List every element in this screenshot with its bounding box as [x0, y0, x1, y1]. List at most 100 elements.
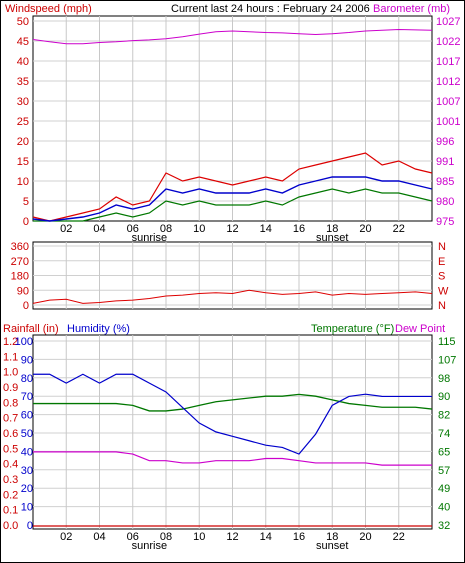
direction-degree-tick-label: 90 — [17, 285, 29, 297]
climate-x-tick-label: 14 — [260, 531, 272, 543]
wind-low-line — [33, 188, 433, 222]
climate-x-tick-label: 08 — [160, 531, 172, 543]
wind-x-tick-label: 16 — [293, 223, 305, 235]
rainfall-tick-label: 0.5 — [3, 443, 18, 455]
climate-x-tick-label: 20 — [359, 531, 371, 543]
rainfall-tick-label: 1.0 — [3, 367, 18, 379]
wind-x-tick-label: 02 — [60, 223, 72, 235]
climate-x-tick-label: 04 — [93, 531, 105, 543]
rainfall-tick-label: 0.6 — [3, 428, 18, 440]
chart-layer: 0510152025303540455097598098599199610011… — [3, 15, 460, 552]
rainfall-tick-label: 1.2 — [3, 336, 18, 348]
barometer-tick-label: 985 — [436, 176, 454, 188]
humidity-tick-label: 80 — [21, 373, 33, 385]
windspeed-tick-label: 15 — [17, 156, 29, 168]
windspeed-tick-label: 20 — [17, 136, 29, 148]
direction-degree-tick-label: 270 — [11, 256, 29, 268]
rainfall-tick-label: 0.8 — [3, 397, 18, 409]
climate-sunrise-label: sunrise — [132, 540, 167, 552]
temperature-tick-label: 90 — [438, 391, 450, 403]
wind-x-tick-label: 14 — [260, 223, 272, 235]
windspeed-axis-label: Windspeed (mph) — [5, 3, 92, 15]
wind-x-tick-label: 08 — [160, 223, 172, 235]
windspeed-tick-label: 50 — [17, 16, 29, 28]
temperature-tick-label: 49 — [438, 483, 450, 495]
temperature-tick-label: 40 — [438, 502, 450, 514]
wind-sunset-label: sunset — [316, 232, 348, 244]
windspeed-tick-label: 5 — [23, 196, 29, 208]
direction-degree-tick-label: 0 — [23, 300, 29, 312]
climate-sunset-label: sunset — [316, 540, 348, 552]
temperature-tick-label: 57 — [438, 465, 450, 477]
wind-x-tick-label: 20 — [359, 223, 371, 235]
barometer-tick-label: 980 — [436, 196, 454, 208]
barometer-tick-label: 1022 — [436, 36, 460, 48]
climate-x-tick-label: 10 — [193, 531, 205, 543]
wind-x-tick-label: 10 — [193, 223, 205, 235]
windspeed-tick-label: 0 — [23, 216, 29, 228]
rainfall-tick-label: 0.7 — [3, 413, 18, 425]
barometer-tick-label: 991 — [436, 156, 454, 168]
temperature-tick-label: 82 — [438, 410, 450, 422]
chart-title: Current last 24 hours : February 24 2006 — [171, 3, 370, 15]
rainfall-tick-label: 0.9 — [3, 382, 18, 394]
barometer-tick-label: 1012 — [436, 76, 460, 88]
humidity-tick-label: 40 — [21, 446, 33, 458]
rainfall-tick-label: 0.4 — [3, 459, 18, 471]
humidity-axis-label: Humidity (%) — [67, 323, 130, 335]
climate-x-tick-label: 16 — [293, 531, 305, 543]
temperature-tick-label: 107 — [438, 354, 456, 366]
temperature-line — [33, 373, 432, 455]
climate-x-tick-label: 22 — [393, 531, 405, 543]
barometer-tick-label: 975 — [436, 216, 454, 228]
temperature-axis-label: Temperature (°F) — [311, 323, 394, 335]
climate-x-tick-label: 12 — [226, 531, 238, 543]
temperature-tick-label: 115 — [438, 336, 456, 348]
windspeed-tick-label: 35 — [17, 76, 29, 88]
dewpoint-axis-label: Dew Point — [395, 323, 445, 335]
wind-average-line — [32, 176, 433, 222]
direction-compass-tick-label: S — [438, 271, 445, 283]
climate-x-tick-label: 02 — [60, 531, 72, 543]
humidity-tick-label: 30 — [21, 465, 33, 477]
humidity-tick-label: 100 — [15, 336, 33, 348]
humidity-tick-label: 0 — [27, 520, 33, 532]
barometer-tick-label: 1017 — [436, 56, 460, 68]
rainfall-tick-label: 0.0 — [3, 520, 18, 532]
humidity-line — [33, 393, 433, 412]
rainfall-tick-label: 0.1 — [3, 505, 18, 517]
wind-x-tick-label: 06 — [127, 223, 139, 235]
direction-compass-tick-label: W — [438, 285, 449, 297]
rainfall-axis-label: Rainfall (in) — [3, 323, 59, 335]
barometer-tick-label: 1001 — [436, 116, 460, 128]
wind-sunrise-label: sunrise — [132, 232, 167, 244]
temperature-tick-label: 74 — [438, 428, 450, 440]
windspeed-tick-label: 30 — [17, 96, 29, 108]
humidity-tick-label: 90 — [21, 354, 33, 366]
temperature-tick-label: 98 — [438, 373, 450, 385]
climate-x-tick-label: 18 — [326, 531, 338, 543]
barometer-line — [32, 28, 433, 45]
barometer-tick-label: 1027 — [436, 16, 460, 28]
climate-x-tick-label: 06 — [127, 531, 139, 543]
wind-x-tick-label: 18 — [326, 223, 338, 235]
humidity-tick-label: 20 — [21, 483, 33, 495]
humidity-tick-label: 10 — [21, 502, 33, 514]
rainfall-tick-label: 1.1 — [3, 351, 18, 363]
direction-compass-tick-label: N — [438, 300, 446, 312]
wind-direction-line — [32, 289, 433, 304]
barometer-tick-label: 996 — [436, 136, 454, 148]
temperature-tick-label: 32 — [438, 520, 450, 532]
wind-x-tick-label: 04 — [93, 223, 105, 235]
direction-compass-tick-label: N — [438, 241, 446, 253]
windspeed-tick-label: 25 — [17, 116, 29, 128]
direction-degree-tick-label: 360 — [11, 241, 29, 253]
humidity-tick-label: 50 — [21, 428, 33, 440]
windspeed-tick-label: 10 — [17, 176, 29, 188]
wind-gust-line — [32, 152, 433, 222]
direction-degree-tick-label: 180 — [11, 271, 29, 283]
windspeed-tick-label: 45 — [17, 36, 29, 48]
wind-x-tick-label: 12 — [226, 223, 238, 235]
